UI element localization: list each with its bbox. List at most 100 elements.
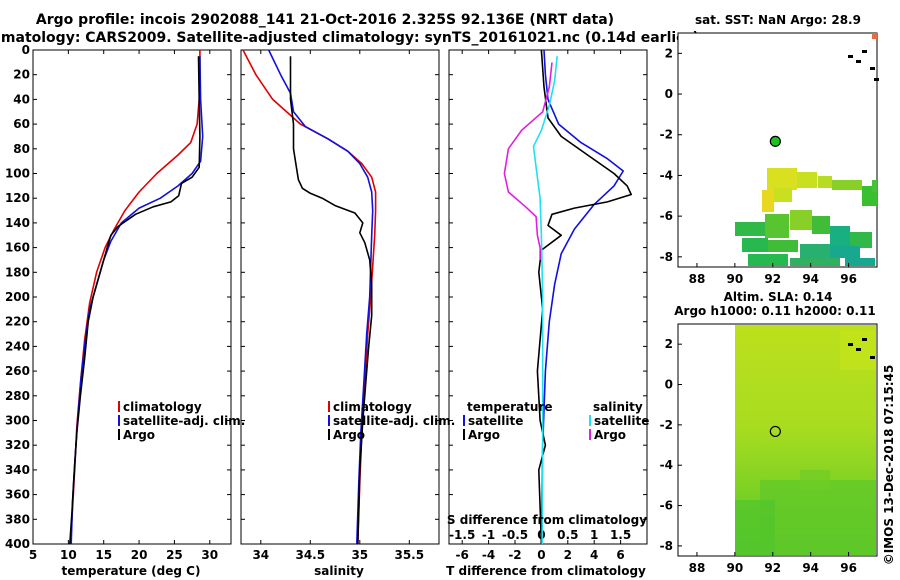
- x-tick-label: -4: [482, 548, 495, 562]
- temperature-xlabel: temperature (deg C): [62, 564, 201, 578]
- sla-map-title-1: Altim. SLA: 0.14: [724, 290, 833, 304]
- y-tick-label: 180: [5, 265, 30, 279]
- map-x-tick-label: 94: [802, 561, 819, 575]
- land-speck: [870, 356, 875, 359]
- map-y-tick-label: -8: [660, 250, 673, 264]
- y-tick-label: 240: [5, 339, 30, 353]
- map-y-tick-label: 0: [665, 87, 673, 101]
- difference-panel: [449, 50, 647, 544]
- sla-patch: [735, 500, 775, 555]
- x-tick-label: 25: [166, 548, 183, 562]
- legend-label: Argo: [594, 428, 626, 442]
- map-x-tick-label: 96: [840, 561, 857, 575]
- y-tick-label: 260: [5, 364, 30, 378]
- legend-label: Argo: [468, 428, 500, 442]
- legend-label: satellite: [468, 414, 523, 428]
- sst-patch: [797, 172, 817, 188]
- sst-patch: [742, 238, 768, 252]
- secondary-x-tick-label: -1: [482, 528, 495, 542]
- map-y-tick-label: -2: [660, 418, 673, 432]
- title-line-1: Argo profile: incois 2902088_141 21-Oct-…: [36, 12, 614, 28]
- sst-patch: [800, 244, 830, 258]
- secondary-x-tick-label: 1.5: [610, 528, 631, 542]
- y-tick-label: 300: [5, 414, 30, 428]
- secondary-x-tick-label: 1: [590, 528, 598, 542]
- sst-patch: [830, 226, 850, 246]
- y-tick-label: 120: [5, 191, 30, 205]
- sst-argo-position-marker: [770, 136, 780, 146]
- y-tick-label: 140: [5, 216, 30, 230]
- x-tick-label: 34: [252, 548, 269, 562]
- salinity-panel: [241, 50, 439, 544]
- y-tick-label: 100: [5, 167, 30, 181]
- land-speck: [870, 67, 875, 70]
- sst-patch: [768, 240, 798, 252]
- map-y-tick-label: -8: [660, 539, 673, 553]
- x-tick-label: 0: [537, 548, 545, 562]
- difference-xlabel: T difference from climatology: [446, 564, 646, 578]
- sla-map-title-2: Argo h1000: 0.11 h2000: 0.11: [674, 304, 875, 318]
- y-tick-label: 400: [5, 537, 30, 551]
- y-tick-label: 380: [5, 512, 30, 526]
- sst-map-title: sat. SST: NaN Argo: 28.9: [695, 13, 861, 27]
- map-x-tick-label: 96: [840, 272, 857, 286]
- land-speck: [856, 60, 861, 63]
- y-tick-label: 40: [13, 92, 30, 106]
- x-tick-label: 10: [60, 548, 77, 562]
- legend-heading-salinity: salinity: [593, 400, 643, 414]
- y-tick-label: 360: [5, 488, 30, 502]
- y-tick-label: 20: [13, 68, 30, 82]
- y-tick-label: 80: [13, 142, 30, 156]
- s-difference-label: S difference from climatology: [447, 513, 647, 527]
- sst-patch: [812, 216, 830, 234]
- sla-patch: [760, 480, 876, 555]
- sst-patch: [818, 176, 832, 188]
- sst-patch: [762, 190, 774, 212]
- secondary-x-tick-label: -1.5: [449, 528, 475, 542]
- legend-label: climatology: [123, 400, 202, 414]
- map-x-tick-label: 88: [689, 272, 706, 286]
- secondary-x-tick-label: 0.5: [557, 528, 578, 542]
- x-tick-label: 35: [351, 548, 368, 562]
- sla-patch: [800, 470, 830, 490]
- y-tick-label: 280: [5, 389, 30, 403]
- y-tick-label: 320: [5, 438, 30, 452]
- figure: Argo profile: incois 2902088_141 21-Oct-…: [0, 0, 900, 580]
- map-y-tick-label: 2: [665, 46, 673, 60]
- sst-patch: [872, 180, 877, 192]
- legend-label: Argo: [333, 428, 365, 442]
- legend-label: satellite-adj. clim.: [333, 414, 455, 428]
- map-x-tick-label: 90: [727, 561, 744, 575]
- x-tick-label: 4: [590, 548, 598, 562]
- map-x-tick-label: 92: [764, 561, 781, 575]
- watermark: ©IMOS 13-Dec-2018 07:15:45: [882, 365, 896, 566]
- land-speck: [862, 338, 867, 341]
- y-tick-label: 340: [5, 463, 30, 477]
- legend-label: Argo: [123, 428, 155, 442]
- sst-corner-patch: [872, 33, 877, 39]
- sst-patch: [832, 180, 862, 190]
- map-y-tick-label: -4: [660, 168, 673, 182]
- salinity-xlabel: salinity: [314, 564, 364, 578]
- y-tick-label: 0: [22, 43, 30, 57]
- sst-patch: [845, 258, 875, 266]
- map-y-tick-label: 2: [665, 337, 673, 351]
- x-tick-label: 30: [201, 548, 218, 562]
- legend-label: climatology: [333, 400, 412, 414]
- sst-patch: [765, 214, 789, 238]
- sst-patch: [850, 232, 872, 248]
- map-y-tick-label: -4: [660, 458, 673, 472]
- legend-label: satellite-adj. clim.: [123, 414, 245, 428]
- map-y-tick-label: -6: [660, 209, 673, 223]
- sst-patch: [774, 188, 792, 202]
- x-tick-label: 6: [616, 548, 624, 562]
- x-tick-label: -2: [508, 548, 521, 562]
- sst-patch: [790, 210, 812, 230]
- x-tick-label: 2: [564, 548, 572, 562]
- land-speck: [874, 78, 879, 81]
- sst-patch: [830, 246, 860, 258]
- y-tick-label: 160: [5, 241, 30, 255]
- sst-patch: [767, 168, 797, 190]
- sst-patch: [735, 222, 765, 236]
- legend-heading-temperature: temperature: [467, 400, 552, 414]
